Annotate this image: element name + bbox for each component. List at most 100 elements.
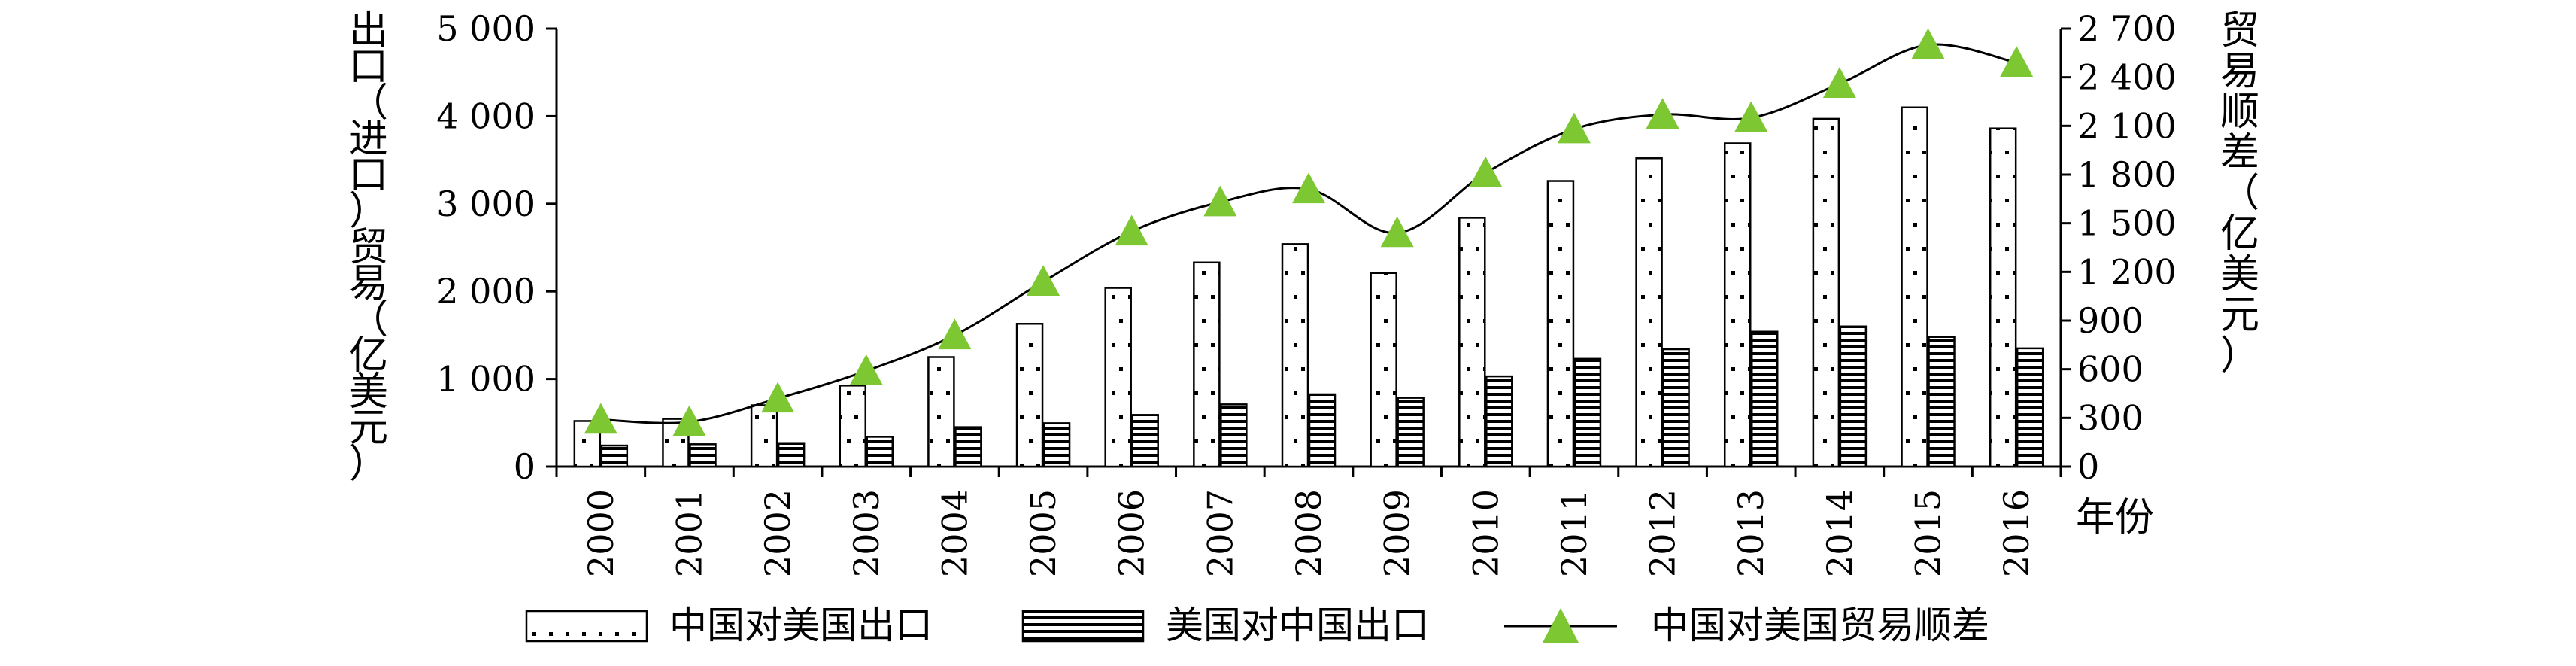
x-tick-label: 2003 xyxy=(846,489,887,577)
left-axis-title-char: 亿 xyxy=(349,333,388,379)
right-tick-label: 2 400 xyxy=(2077,57,2177,98)
left-axis-title-char: 元 xyxy=(349,406,388,451)
x-tick-label: 2014 xyxy=(1819,489,1860,577)
bar-us-export xyxy=(1839,325,1868,468)
x-tick-label: 2001 xyxy=(669,489,709,577)
bar-china-export xyxy=(1458,217,1486,468)
surplus-marker xyxy=(1380,216,1414,248)
bar-us-export xyxy=(1220,403,1248,468)
right-tick-label: 1 800 xyxy=(2077,154,2177,195)
bar-us-export xyxy=(2016,347,2044,468)
bar-china-export xyxy=(1104,287,1132,468)
right-axis-title-char: 亿 xyxy=(2220,211,2259,257)
right-tick-label: 0 xyxy=(2077,446,2099,487)
x-tick-label: 2012 xyxy=(1643,489,1683,577)
right-axis-title-char: ） xyxy=(2220,333,2259,379)
legend-label-us-export: 美国对中国出口 xyxy=(1166,604,1429,647)
surplus-marker xyxy=(938,318,972,350)
bar-us-export xyxy=(1485,375,1513,468)
x-tick-label: 2011 xyxy=(1554,489,1594,577)
legend-label-china-export: 中国对美国出口 xyxy=(669,604,933,647)
x-tick-label: 2007 xyxy=(1200,489,1240,577)
surplus-marker xyxy=(849,354,883,385)
x-tick-label: 2008 xyxy=(1288,489,1329,577)
right-axis-title-char: 易 xyxy=(2220,49,2259,94)
bar-china-export xyxy=(1635,157,1663,468)
surplus-marker xyxy=(1911,28,1945,59)
legend-label-surplus: 中国对美国贸易顺差 xyxy=(1651,604,1989,647)
left-axis-title-char: 美 xyxy=(349,369,388,415)
left-tick-label: 4 000 xyxy=(436,96,536,136)
x-tick-label: 2004 xyxy=(934,489,975,577)
x-tick-label: 2013 xyxy=(1731,489,1771,577)
surplus-marker xyxy=(584,403,617,434)
left-axis-title-char: （ xyxy=(349,297,388,342)
left-tick-label: 1 000 xyxy=(436,359,536,400)
right-tick-label: 2 100 xyxy=(2077,105,2177,146)
bar-china-export xyxy=(839,385,867,468)
bar-china-export xyxy=(927,356,955,468)
left-axis-title-char: 贸 xyxy=(349,225,388,270)
legend-swatch-us-export xyxy=(1021,610,1145,643)
right-axis-title-char: 元 xyxy=(2220,293,2259,338)
left-tick-label: 0 xyxy=(514,446,536,487)
labels-group: 0 1 000 2 000 3 000 4 000 5 000 0 300 600 900 1 20… xyxy=(349,8,2259,577)
x-tick-label: 2009 xyxy=(1377,489,1418,577)
bar-us-export xyxy=(1750,330,1779,468)
right-tick-label: 900 xyxy=(2077,300,2144,341)
bar-china-export xyxy=(1370,272,1397,468)
bar-china-export xyxy=(1193,261,1221,468)
right-axis-title-char: 美 xyxy=(2220,252,2259,297)
right-tick-label: 2 700 xyxy=(2077,8,2177,49)
bar-us-export xyxy=(1131,414,1159,468)
left-axis-title-char: 口 xyxy=(349,153,388,198)
bar-us-export xyxy=(777,442,806,468)
right-tick-label: 1 200 xyxy=(2077,251,2177,292)
bar-china-export xyxy=(1546,180,1575,468)
right-axis-title-char: （ xyxy=(2220,171,2259,216)
surplus-marker xyxy=(1292,172,1325,204)
bar-us-export xyxy=(1397,397,1425,468)
bar-china-export xyxy=(1901,106,1928,468)
left-tick-label: 3 000 xyxy=(436,184,536,224)
left-axis-title-char: 口 xyxy=(349,44,388,90)
bar-us-export xyxy=(600,444,629,468)
left-axis-title-char: ） xyxy=(349,442,388,487)
bar-us-export xyxy=(1308,393,1337,468)
bar-us-export xyxy=(689,443,717,468)
x-tick-label: 2000 xyxy=(581,489,621,577)
left-axis-title-char: 进 xyxy=(349,117,388,162)
left-tick-label: 5 000 xyxy=(436,8,536,49)
bar-china-export xyxy=(750,404,778,468)
bar-us-export xyxy=(1042,422,1071,468)
surplus-marker xyxy=(672,405,706,436)
x-axis-title: 年份 xyxy=(2076,495,2154,540)
bar-china-export xyxy=(1723,142,1752,468)
bar-us-export xyxy=(1573,357,1602,468)
right-tick-label: 1 500 xyxy=(2077,203,2177,244)
surplus-line-group xyxy=(584,28,2034,436)
surplus-marker xyxy=(761,382,795,413)
legend-marker-surplus xyxy=(1543,608,1579,643)
right-axis-title-char: 顺 xyxy=(2220,90,2259,135)
legend-swatch-china-export xyxy=(525,610,648,643)
bar-us-export xyxy=(1662,348,1690,468)
right-axis-title-char: 贸 xyxy=(2220,8,2259,53)
left-axis-title-char: 易 xyxy=(349,261,388,306)
surplus-marker xyxy=(1469,156,1503,187)
bar-china-export xyxy=(1015,323,1044,468)
right-tick-label: 300 xyxy=(2077,397,2144,438)
surplus-marker xyxy=(1646,98,1679,129)
bars-group xyxy=(573,106,2044,468)
left-axis-title-char: ） xyxy=(349,189,388,234)
surplus-marker xyxy=(2000,46,2034,77)
legend: 中国对美国出口 美国对中国出口 中国对美国贸易顺差 xyxy=(525,604,1989,647)
surplus-marker xyxy=(1734,101,1768,132)
bar-us-export xyxy=(954,426,982,468)
surplus-marker xyxy=(1822,67,1856,98)
bar-us-export xyxy=(866,436,894,468)
x-tick-label: 2010 xyxy=(1465,489,1506,577)
x-tick-label: 2002 xyxy=(757,489,798,577)
